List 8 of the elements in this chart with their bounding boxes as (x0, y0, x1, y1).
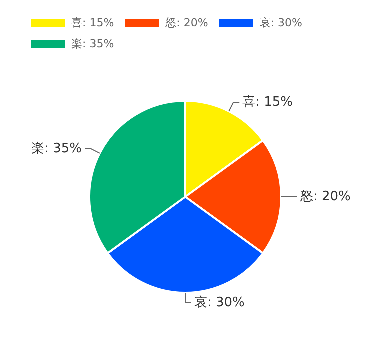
slice-label: 喜: 15% (242, 94, 294, 110)
slice-label: 楽: 35% (32, 141, 82, 156)
legend-label: 哀: 30% (260, 16, 302, 30)
legend-label: 怒: 20% (164, 16, 208, 30)
legend-label: 楽: 35% (72, 37, 114, 50)
slice-label: 哀: 30% (194, 295, 245, 310)
slice-label: 怒: 20% (300, 189, 351, 204)
legend-label: 喜: 15% (72, 16, 114, 30)
